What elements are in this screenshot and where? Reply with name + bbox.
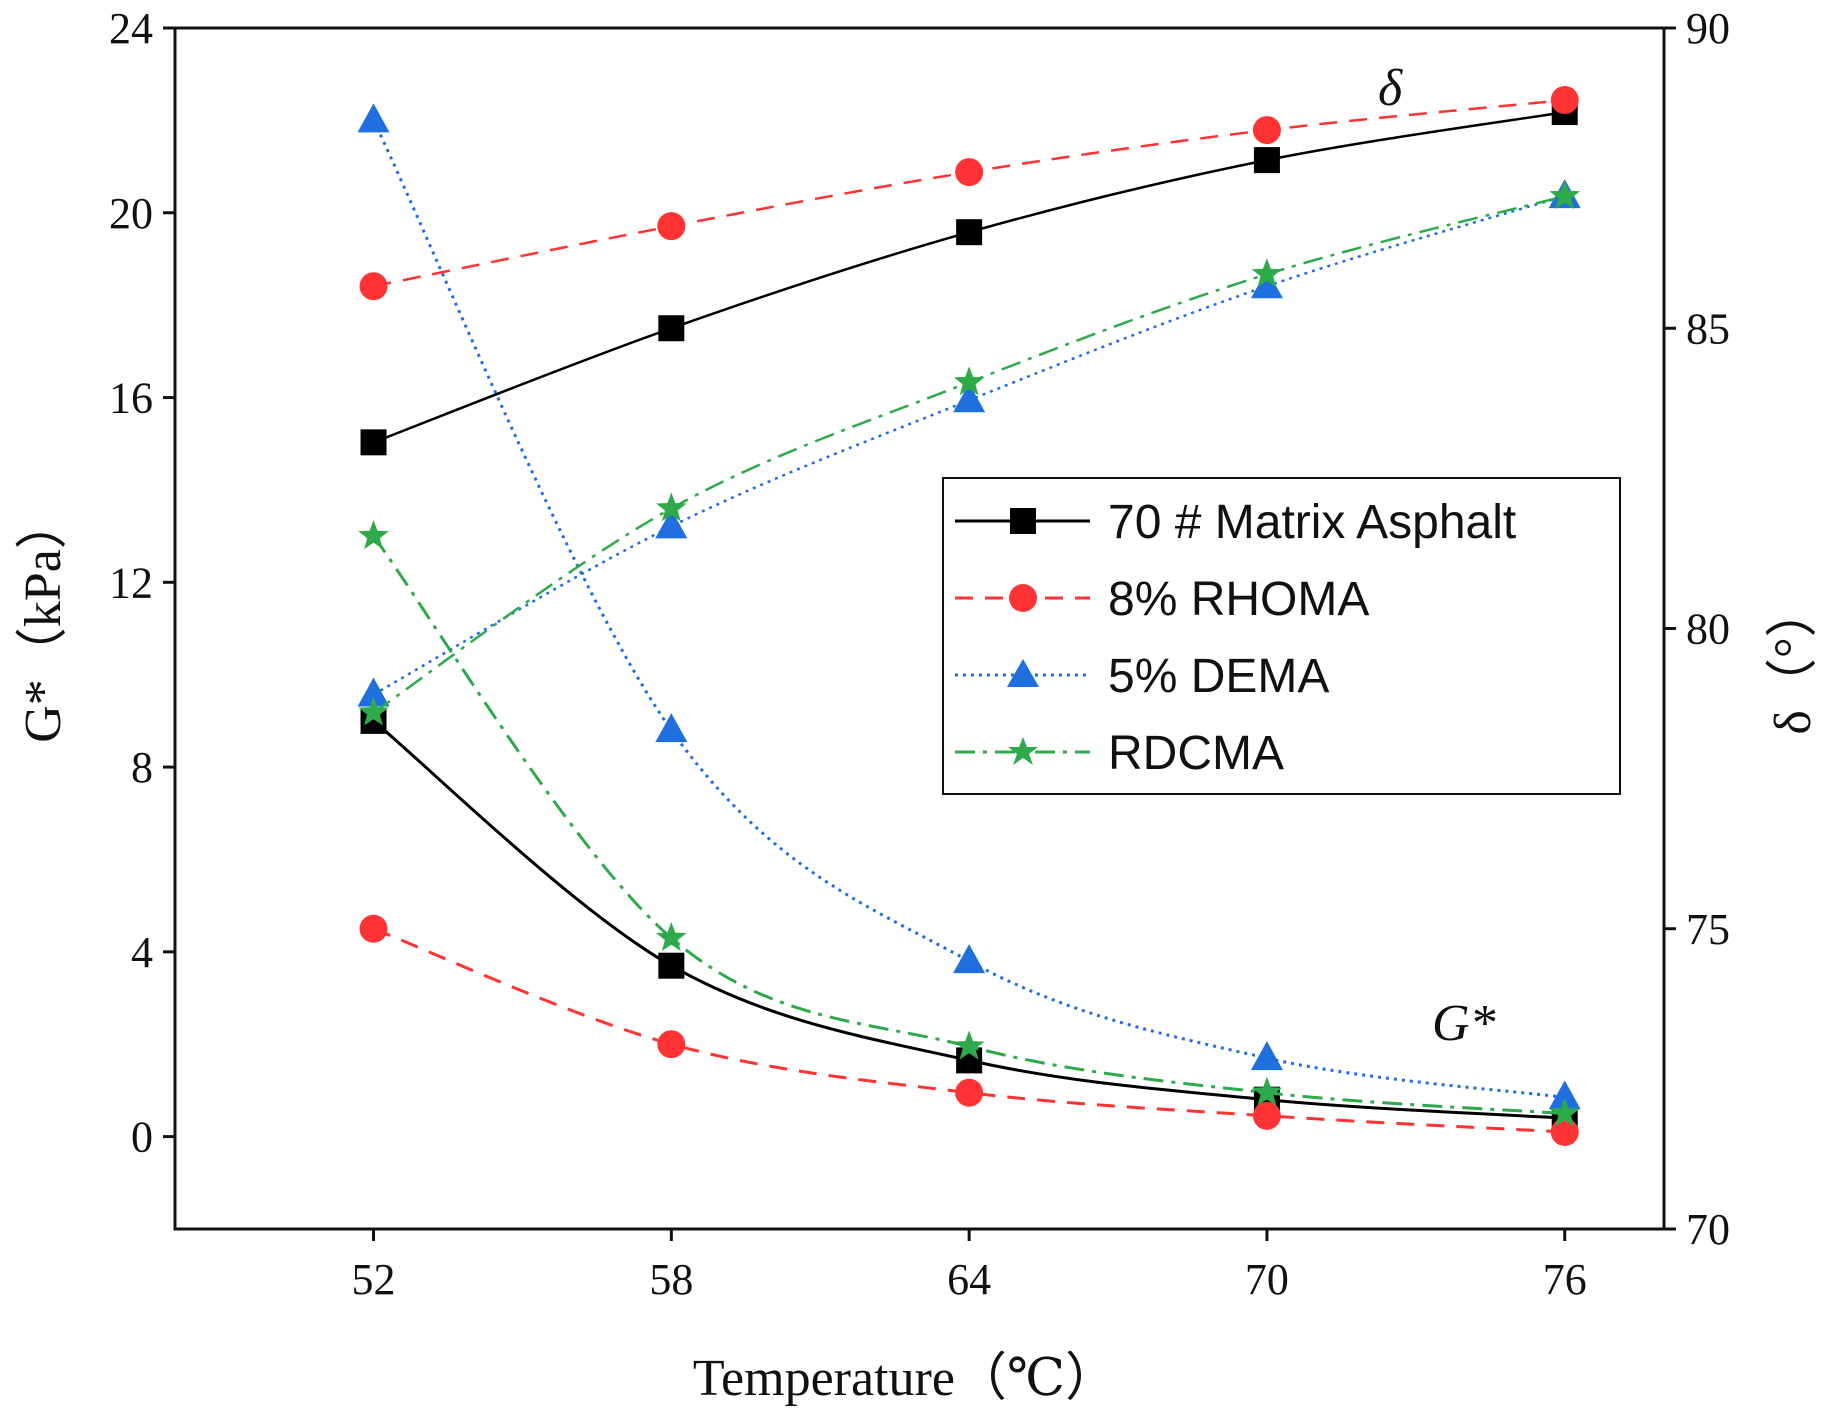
delta-point bbox=[359, 272, 388, 301]
y-left-tick-label: 20 bbox=[109, 189, 153, 238]
gstar-line-3 bbox=[372, 535, 1565, 1115]
gstar-point bbox=[658, 952, 685, 979]
x-tick-label: 70 bbox=[1245, 1255, 1289, 1304]
x-tick-label: 76 bbox=[1543, 1255, 1587, 1304]
delta-point bbox=[655, 509, 688, 539]
gstar-point bbox=[655, 713, 688, 743]
delta-point bbox=[357, 677, 390, 707]
gstar-line-1 bbox=[372, 927, 1565, 1134]
legend-item-dema: 5% DEMA bbox=[955, 650, 1329, 703]
delta-point bbox=[358, 696, 389, 726]
legend-star bbox=[1008, 737, 1038, 765]
gstar-point bbox=[1252, 1101, 1281, 1130]
svg-text:RDCMA: RDCMA bbox=[1108, 727, 1284, 780]
legend-item-rhoma: 8% RHOMA bbox=[955, 573, 1369, 626]
delta-point bbox=[1253, 147, 1280, 174]
delta-point bbox=[1550, 86, 1579, 115]
gstar-point bbox=[1251, 1076, 1283, 1106]
delta-point bbox=[656, 492, 687, 522]
svg-text:70 # Matrix Asphalt: 70 # Matrix Asphalt bbox=[1108, 496, 1516, 549]
delta-point bbox=[953, 383, 986, 413]
gstar-point bbox=[357, 103, 390, 133]
series-2 bbox=[357, 103, 1581, 1110]
y-right-tick-label: 70 bbox=[1686, 1205, 1730, 1254]
legend-item-matrix: 70 # Matrix Asphalt bbox=[955, 496, 1516, 549]
gstar-point bbox=[359, 914, 388, 943]
gstar-point bbox=[657, 1030, 686, 1059]
series-layer bbox=[357, 86, 1581, 1146]
gstar-point bbox=[955, 1078, 984, 1107]
delta-point bbox=[360, 429, 387, 456]
x-tick-label: 52 bbox=[352, 1255, 396, 1304]
legend-item-rdcma: RDCMA bbox=[955, 727, 1284, 780]
y-axis-right-title: δ（°） bbox=[1765, 585, 1822, 734]
gstar-point bbox=[1549, 1097, 1580, 1127]
x-tick-label: 58 bbox=[649, 1255, 693, 1304]
y-left-tick-label: 16 bbox=[109, 374, 153, 423]
svg-text:5% DEMA: 5% DEMA bbox=[1108, 650, 1329, 703]
gstar-line-2 bbox=[372, 119, 1565, 1099]
y-right-tick-label: 85 bbox=[1686, 304, 1730, 353]
annotation-delta: δ bbox=[1378, 60, 1403, 117]
y-left-tick-label: 0 bbox=[131, 1113, 153, 1162]
gstar-point bbox=[1250, 1041, 1283, 1071]
delta-point bbox=[1250, 269, 1283, 299]
y-left-tick-label: 4 bbox=[131, 928, 153, 977]
delta-point bbox=[953, 366, 985, 396]
delta-line-3 bbox=[372, 194, 1566, 714]
x-tick-label: 64 bbox=[947, 1255, 991, 1304]
y-left-tick-label: 12 bbox=[109, 558, 153, 607]
gstar-point bbox=[358, 520, 389, 550]
gstar-point bbox=[1548, 1080, 1581, 1110]
y-left-tick-label: 24 bbox=[109, 4, 153, 53]
delta-point bbox=[955, 158, 984, 187]
delta-point bbox=[956, 219, 983, 246]
series-1 bbox=[359, 86, 1579, 1146]
legend-frame bbox=[942, 477, 1621, 795]
delta-line-1 bbox=[373, 98, 1565, 288]
y-right-tick-label: 90 bbox=[1686, 4, 1730, 53]
tick-labels: 52 58 64 70 76 0 4 8 12 16 20 24 70 75 80 85 90 bbox=[109, 4, 1730, 1304]
y-right-tick-label: 75 bbox=[1686, 905, 1730, 954]
y-left-tick-label: 8 bbox=[131, 743, 153, 792]
gstar-point bbox=[656, 922, 687, 951]
plot-frame bbox=[173, 26, 1666, 1231]
axis-ticks bbox=[163, 26, 1676, 1241]
legend: 70 # Matrix Asphalt 8% RHOMA 5% DEMA RDC… bbox=[942, 477, 1621, 795]
gstar-point bbox=[953, 944, 986, 974]
delta-point bbox=[1549, 180, 1580, 210]
y-axis-left-title: G*（kPa） bbox=[15, 497, 72, 743]
gstar-point bbox=[1550, 1117, 1579, 1146]
delta-point bbox=[1251, 258, 1283, 288]
delta-point bbox=[657, 212, 686, 241]
annotation-gstar: G* bbox=[1432, 995, 1496, 1052]
x-axis-title: Temperature（℃） bbox=[693, 1350, 1117, 1407]
delta-point bbox=[1252, 116, 1281, 145]
svg-text:8% RHOMA: 8% RHOMA bbox=[1108, 573, 1369, 626]
y-right-tick-label: 80 bbox=[1686, 605, 1730, 654]
series-3 bbox=[358, 180, 1580, 1127]
delta-point bbox=[658, 315, 685, 342]
gstar-point bbox=[953, 1030, 985, 1060]
